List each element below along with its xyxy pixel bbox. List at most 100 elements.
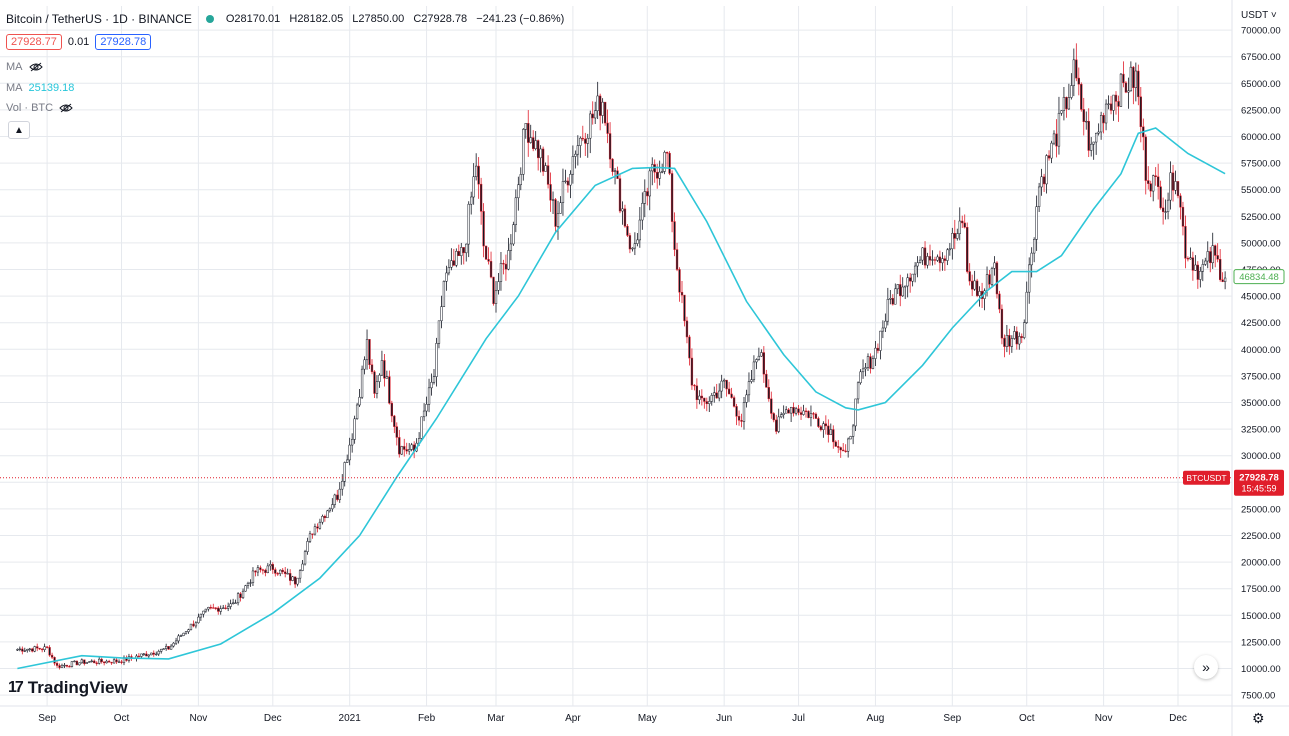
buy-button[interactable]: 27928.78 xyxy=(95,34,152,50)
candle-down xyxy=(995,262,999,295)
x-tick-label: Sep xyxy=(38,713,56,724)
candle-up xyxy=(60,664,64,668)
candle-up xyxy=(864,367,867,370)
candle-down xyxy=(271,564,274,570)
candle-up xyxy=(23,650,26,652)
candle-down xyxy=(797,408,800,413)
x-tick-label: Nov xyxy=(1095,713,1113,724)
y-tick-label: 57500.00 xyxy=(1241,159,1281,170)
candle-down xyxy=(732,397,736,407)
candle-down xyxy=(393,415,396,427)
candle-down xyxy=(700,395,703,399)
candle-up xyxy=(1060,110,1063,114)
candle-down xyxy=(737,416,741,421)
close-value: 27928.78 xyxy=(421,13,468,25)
candle-down xyxy=(549,184,552,201)
candle-down xyxy=(1047,155,1051,159)
candle-up xyxy=(353,418,356,440)
collapse-legend-button[interactable]: ▲ xyxy=(8,121,30,139)
candle-down xyxy=(899,284,902,297)
candle-up xyxy=(455,251,458,266)
candle-down xyxy=(819,426,823,430)
candle-down xyxy=(653,164,656,173)
candle-up xyxy=(517,184,520,199)
candle-down xyxy=(928,256,932,261)
sell-button[interactable]: 27928.77 xyxy=(6,34,62,50)
candle-down xyxy=(953,233,956,239)
candle-up xyxy=(1199,271,1202,280)
candle-down xyxy=(1216,255,1219,260)
candle-down xyxy=(482,211,485,247)
candle-down xyxy=(395,426,398,438)
candle-down xyxy=(837,446,840,448)
candle-down xyxy=(762,352,765,375)
x-tick-label: Apr xyxy=(565,713,581,724)
candle-up xyxy=(755,359,758,363)
symbol-title[interactable]: Bitcoin / TetherUS · 1D · BINANCE xyxy=(6,12,192,26)
candle-down xyxy=(799,412,803,415)
tradingview-logo[interactable]: 17 TradingView xyxy=(8,678,128,698)
candle-up xyxy=(269,564,272,567)
candle-down xyxy=(1176,181,1180,197)
candle-down xyxy=(1214,245,1217,256)
candle-up xyxy=(432,376,436,383)
candle-down xyxy=(323,516,327,519)
candle-down xyxy=(36,646,39,649)
candle-up xyxy=(946,249,949,261)
candle-down xyxy=(58,665,61,668)
y-tick-label: 7500.00 xyxy=(1241,691,1275,702)
candle-up xyxy=(1169,172,1172,201)
eye-hidden-icon[interactable] xyxy=(59,103,73,113)
candle-down xyxy=(566,180,570,186)
indicator-ma-2[interactable]: MA 25139.18 xyxy=(6,82,74,94)
candle-up xyxy=(698,395,701,401)
candle-down xyxy=(1015,331,1018,345)
candle-up xyxy=(871,358,875,369)
candle-down xyxy=(1186,258,1190,260)
symbol-tag: BTCUSDT xyxy=(1186,473,1226,483)
y-tick-label: 30000.00 xyxy=(1241,451,1281,462)
settings-gear-icon[interactable]: ⚙ xyxy=(1252,710,1265,726)
candle-up xyxy=(886,299,889,322)
candle-up xyxy=(941,258,944,264)
candle-up xyxy=(1099,115,1103,133)
candle-up xyxy=(450,260,453,268)
candle-down xyxy=(383,360,386,379)
candle-up xyxy=(1090,143,1093,151)
candle-up xyxy=(296,577,299,585)
eye-hidden-icon[interactable] xyxy=(28,62,43,72)
candle-up xyxy=(207,607,210,610)
y-tick-label: 70000.00 xyxy=(1241,26,1281,37)
candle-up xyxy=(447,267,451,274)
candle-up xyxy=(227,606,230,609)
indicator-ma-1[interactable]: MA xyxy=(6,61,43,73)
candle-up xyxy=(303,551,307,565)
candle-up xyxy=(1050,142,1053,159)
candle-down xyxy=(824,423,827,427)
candle-up xyxy=(539,148,542,159)
candle-up xyxy=(1189,257,1192,260)
candle-down xyxy=(1114,94,1118,102)
candle-down xyxy=(75,660,79,666)
candle-down xyxy=(390,402,393,417)
currency-selector[interactable]: USDT ˅ xyxy=(1241,10,1277,21)
candle-up xyxy=(241,590,245,598)
candle-up xyxy=(921,247,924,261)
scroll-to-realtime-button[interactable]: » xyxy=(1194,655,1218,679)
candle-up xyxy=(355,404,359,420)
indicator-volume[interactable]: Vol · BTC xyxy=(6,102,73,114)
candle-down xyxy=(293,576,297,585)
candle-up xyxy=(16,649,19,651)
candle-up xyxy=(1052,133,1056,144)
candle-up xyxy=(422,410,426,418)
candle-up xyxy=(524,123,527,130)
y-tick-label: 17500.00 xyxy=(1241,584,1281,595)
candle-up xyxy=(589,113,592,139)
candle-up xyxy=(556,213,560,227)
candle-up xyxy=(472,176,475,198)
candle-up xyxy=(866,356,870,368)
candle-up xyxy=(150,652,153,656)
candle-up xyxy=(249,582,252,584)
candle-down xyxy=(703,397,706,402)
